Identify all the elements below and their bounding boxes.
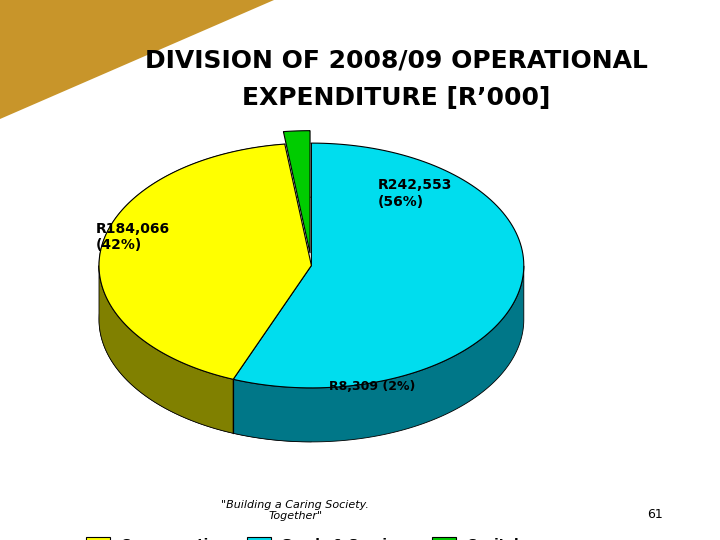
Legend: Compensation, Goods & Services, Capital: Compensation, Goods & Services, Capital [81, 532, 524, 540]
Text: DIVISION OF 2008/09 OPERATIONAL: DIVISION OF 2008/09 OPERATIONAL [145, 49, 647, 72]
Text: R242,553
(56%): R242,553 (56%) [378, 178, 452, 208]
Polygon shape [284, 131, 310, 253]
Polygon shape [233, 143, 523, 388]
Text: EXPENDITURE [R’000]: EXPENDITURE [R’000] [242, 86, 550, 110]
Text: 61: 61 [647, 508, 663, 521]
Polygon shape [99, 266, 233, 433]
Polygon shape [233, 266, 523, 442]
Text: "Building a Caring Society.
Together": "Building a Caring Society. Together" [221, 500, 369, 521]
Polygon shape [99, 144, 312, 379]
Polygon shape [0, 0, 274, 119]
Text: R184,066
(42%): R184,066 (42%) [95, 221, 169, 252]
Text: R8,309 (2%): R8,309 (2%) [330, 380, 415, 393]
